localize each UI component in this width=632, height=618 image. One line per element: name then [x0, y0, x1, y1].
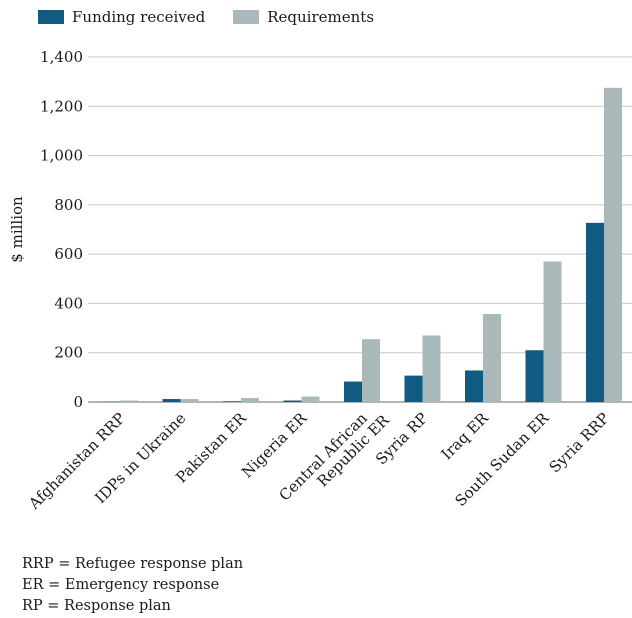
bar-funding — [283, 400, 302, 402]
y-tick-label: 1,200 — [40, 97, 83, 115]
y-tick-label: 800 — [54, 196, 83, 214]
chart-legend: Funding received Requirements — [38, 8, 402, 26]
note-er: ER = Emergency response — [22, 577, 220, 593]
legend-swatch-requirements — [233, 10, 260, 24]
bar-funding — [525, 350, 544, 402]
note-rrp: RRP = Refugee response plan — [22, 556, 244, 572]
bar-requirements — [422, 335, 441, 402]
x-tick-label-line: Syria RRP — [546, 409, 613, 476]
y-tick-label: 0 — [73, 393, 83, 411]
legend-item-funding: Funding received — [38, 8, 205, 26]
y-axis-label: $ million — [8, 196, 26, 263]
y-tick-label: 1,000 — [40, 147, 83, 165]
x-tick-label-line: Iraq ER — [438, 409, 493, 464]
bar-requirements — [180, 399, 199, 402]
legend-item-requirements: Requirements — [233, 8, 374, 26]
x-tick-label: Iraq ER — [438, 409, 493, 464]
legend-label-funding: Funding received — [72, 8, 206, 26]
legend-swatch-funding — [38, 10, 64, 24]
bar-requirements — [362, 339, 380, 402]
bar-funding — [586, 222, 604, 402]
bar-funding — [162, 399, 181, 402]
y-tick-label: 200 — [54, 344, 83, 362]
note-rp: RP = Response plan — [22, 598, 171, 614]
abbreviation-notes: RRP = Refugee response plan ER = Emergen… — [22, 554, 243, 617]
bar-requirements — [604, 87, 622, 402]
legend-label-requirements: Requirements — [267, 8, 375, 26]
bar-funding — [223, 401, 241, 402]
bar-requirements — [301, 396, 320, 402]
bar-requirements — [543, 261, 562, 402]
bar-funding — [344, 381, 362, 402]
x-tick-label: Syria RRP — [546, 409, 613, 476]
bar-funding — [404, 375, 423, 402]
y-tick-label: 600 — [54, 245, 83, 263]
bar-requirements — [241, 398, 259, 402]
y-tick-label: 400 — [54, 294, 83, 312]
bar-requirements — [120, 400, 138, 402]
y-tick-label: 1,400 — [40, 48, 83, 66]
bar-requirements — [483, 314, 501, 402]
bar-funding — [465, 370, 483, 402]
